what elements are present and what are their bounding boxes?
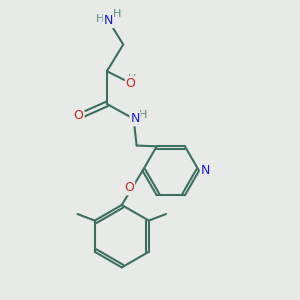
Text: H: H: [96, 14, 104, 24]
Text: N: N: [104, 14, 113, 27]
Text: O: O: [74, 109, 84, 122]
Text: O: O: [126, 76, 136, 90]
Text: H: H: [138, 110, 147, 120]
Text: H: H: [128, 74, 136, 84]
Text: N: N: [201, 164, 210, 177]
Text: O: O: [124, 182, 134, 194]
Text: H: H: [112, 9, 121, 19]
Text: N: N: [130, 112, 140, 125]
